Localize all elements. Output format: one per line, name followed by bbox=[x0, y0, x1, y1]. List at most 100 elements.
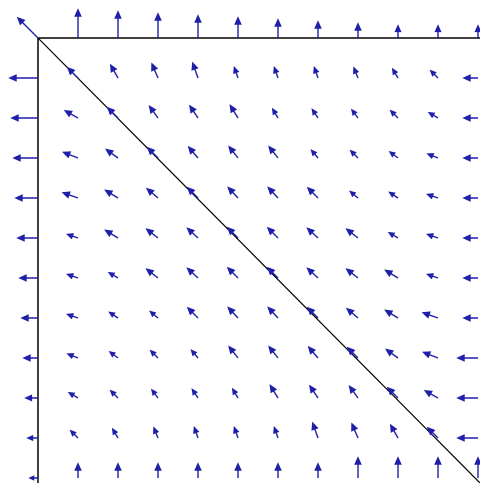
arrow bbox=[349, 149, 359, 159]
arrow bbox=[234, 462, 242, 478]
arrow bbox=[186, 267, 199, 279]
arrow bbox=[386, 386, 399, 399]
arrow bbox=[462, 154, 478, 162]
arrow bbox=[426, 153, 439, 160]
arrow bbox=[462, 234, 478, 242]
arrow bbox=[462, 114, 478, 122]
arrow bbox=[111, 427, 119, 439]
arrow bbox=[394, 456, 402, 478]
arrow bbox=[186, 306, 199, 319]
arrow bbox=[227, 306, 239, 319]
arrow bbox=[384, 309, 399, 319]
arrow bbox=[228, 345, 239, 359]
arrow bbox=[149, 310, 159, 319]
arrow bbox=[425, 193, 439, 200]
arrow bbox=[349, 190, 359, 199]
arrow bbox=[145, 268, 159, 279]
arrow bbox=[422, 351, 439, 359]
arrow bbox=[389, 423, 399, 439]
arrow bbox=[474, 456, 480, 478]
arrow bbox=[353, 66, 360, 79]
arrow bbox=[108, 311, 119, 319]
arrow bbox=[186, 186, 199, 199]
arrow bbox=[384, 269, 399, 279]
arrow bbox=[268, 145, 279, 159]
arrow bbox=[226, 226, 239, 239]
arrow bbox=[10, 114, 38, 122]
arrow bbox=[426, 426, 439, 439]
arrow bbox=[104, 189, 119, 199]
arrow bbox=[234, 16, 242, 38]
arrow bbox=[194, 14, 202, 38]
arrow bbox=[66, 353, 79, 360]
arrow bbox=[12, 154, 38, 162]
arrow bbox=[388, 150, 399, 159]
arrow bbox=[66, 66, 79, 79]
arrow bbox=[104, 229, 119, 239]
arrow bbox=[20, 314, 38, 322]
arrow bbox=[194, 462, 202, 478]
arrow bbox=[231, 387, 239, 399]
arrow bbox=[427, 111, 439, 119]
arrow bbox=[309, 384, 319, 399]
arrow bbox=[151, 62, 159, 79]
arrow bbox=[306, 186, 319, 199]
arrow bbox=[434, 456, 442, 478]
arrow bbox=[267, 186, 279, 199]
arrow bbox=[18, 274, 38, 282]
arrow bbox=[109, 389, 119, 399]
arrow bbox=[74, 8, 82, 38]
arrow bbox=[456, 434, 478, 442]
arrow bbox=[462, 314, 478, 322]
arrow bbox=[22, 354, 38, 362]
arrow bbox=[311, 421, 319, 439]
arrow bbox=[65, 313, 79, 320]
arrow bbox=[107, 271, 119, 279]
arrow bbox=[62, 151, 79, 159]
arrow bbox=[146, 146, 159, 159]
arrow bbox=[226, 266, 239, 279]
arrow bbox=[74, 462, 82, 478]
arrow bbox=[310, 149, 319, 159]
arrow bbox=[462, 194, 478, 202]
arrow bbox=[311, 108, 319, 119]
arrow bbox=[425, 233, 439, 240]
arrow bbox=[191, 388, 199, 399]
arrow bbox=[267, 306, 279, 319]
arrow bbox=[63, 109, 79, 119]
arrow bbox=[354, 22, 362, 38]
arrow bbox=[228, 145, 239, 159]
arrow bbox=[313, 65, 320, 79]
arrow bbox=[389, 109, 399, 119]
arrow bbox=[69, 429, 79, 439]
arrow bbox=[16, 16, 39, 39]
arrow bbox=[394, 24, 402, 38]
arrow bbox=[429, 69, 439, 79]
arrow bbox=[456, 354, 478, 362]
arrow bbox=[28, 475, 38, 481]
arrow bbox=[149, 349, 159, 359]
arrow bbox=[345, 268, 359, 279]
arrow bbox=[345, 307, 359, 319]
arrow bbox=[425, 273, 439, 280]
arrow bbox=[114, 10, 122, 38]
arrow bbox=[227, 186, 239, 199]
arrow bbox=[108, 350, 119, 359]
arrow bbox=[114, 462, 122, 478]
arrow bbox=[306, 267, 319, 279]
arrow bbox=[346, 346, 359, 359]
arrow bbox=[266, 266, 279, 279]
arrow bbox=[462, 74, 478, 82]
arrow bbox=[268, 345, 279, 359]
arrow bbox=[271, 107, 279, 119]
arrow bbox=[67, 391, 79, 399]
arrow bbox=[186, 227, 199, 239]
arrow bbox=[423, 389, 439, 399]
arrow bbox=[150, 388, 159, 399]
arrow bbox=[387, 231, 399, 239]
arrow bbox=[16, 234, 38, 242]
arrow bbox=[26, 434, 38, 442]
arrow bbox=[191, 61, 199, 79]
